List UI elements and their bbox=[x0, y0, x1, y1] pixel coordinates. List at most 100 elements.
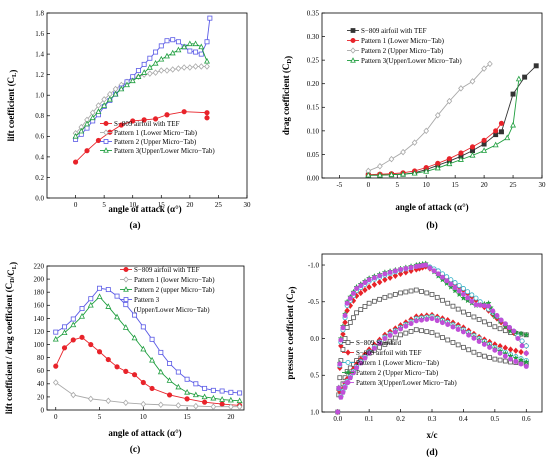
data-point bbox=[366, 283, 372, 291]
data-point bbox=[103, 147, 109, 153]
data-point bbox=[473, 302, 479, 308]
data-point bbox=[164, 67, 170, 74]
data-point bbox=[461, 309, 466, 315]
data-point bbox=[347, 295, 353, 301]
data-point bbox=[499, 129, 504, 135]
data-point bbox=[114, 364, 120, 370]
data-point bbox=[70, 316, 76, 322]
data-point bbox=[469, 144, 476, 150]
data-point bbox=[519, 338, 525, 344]
plot-frame bbox=[321, 12, 543, 179]
data-point bbox=[52, 335, 59, 342]
data-point bbox=[392, 335, 398, 341]
chart-4: 0.0 0.1 0.2 0.3 0.4 0.5 0.6 -1.0 -0.5 0.0 0.5 1.0 x/… bbox=[285, 253, 543, 458]
y-tick-label: 1.8 bbox=[35, 9, 44, 17]
data-point bbox=[97, 285, 103, 291]
data-point bbox=[445, 337, 451, 343]
series-4 bbox=[72, 40, 210, 139]
data-point bbox=[517, 330, 525, 337]
data-point bbox=[202, 399, 208, 405]
data-point bbox=[204, 57, 210, 64]
data-point bbox=[515, 336, 521, 342]
data-point bbox=[140, 345, 147, 352]
data-point bbox=[131, 334, 138, 341]
y-axis-label-part: /C bbox=[6, 269, 16, 279]
legend-label: Pattern 2 (Upper Micro−Tab) bbox=[356, 369, 439, 377]
data-point bbox=[498, 120, 505, 126]
data-point bbox=[70, 337, 76, 343]
data-point bbox=[403, 289, 409, 295]
chart-2: -5 0 5 10 15 20 25 30 0.00 0.05 0.10 0.15 0.20 0.25 0.… bbox=[281, 9, 546, 231]
data-point bbox=[158, 55, 165, 62]
data-point bbox=[372, 298, 377, 304]
data-point bbox=[413, 287, 419, 293]
data-point bbox=[429, 330, 435, 336]
data-point bbox=[175, 383, 182, 390]
data-point bbox=[164, 52, 170, 59]
data-point bbox=[382, 342, 388, 347]
data-point bbox=[175, 65, 182, 72]
data-point bbox=[350, 47, 356, 54]
data-point bbox=[431, 268, 437, 274]
data-point bbox=[140, 324, 146, 330]
data-point bbox=[351, 315, 356, 321]
y-axis-label-part: ) bbox=[287, 286, 297, 289]
data-point bbox=[123, 302, 129, 308]
data-point bbox=[122, 399, 129, 407]
legend: S−809 Standard S−809 airfoil with TEF Patt… bbox=[342, 339, 457, 387]
data-point bbox=[358, 360, 364, 366]
data-point bbox=[96, 349, 103, 355]
data-point bbox=[508, 356, 514, 362]
y-axis-label: lift coefficient / drag coefficient (CD/… bbox=[4, 262, 18, 414]
data-point bbox=[487, 344, 493, 350]
data-point bbox=[461, 344, 466, 350]
data-point bbox=[429, 316, 435, 322]
legend-label: S−809 airfoil with TEF bbox=[356, 349, 422, 357]
data-point bbox=[181, 43, 188, 50]
data-point bbox=[411, 139, 418, 146]
y-tick-label: 0.8 bbox=[35, 112, 44, 120]
data-point bbox=[62, 324, 67, 330]
data-point bbox=[167, 361, 173, 366]
data-point bbox=[129, 77, 136, 84]
data-point bbox=[487, 60, 493, 68]
data-point bbox=[192, 63, 199, 70]
y-tick-label: 140 bbox=[34, 315, 45, 323]
data-point bbox=[497, 326, 503, 332]
data-point bbox=[450, 324, 456, 330]
y-tick-label: -0.5 bbox=[308, 298, 320, 306]
data-point bbox=[408, 288, 414, 294]
data-point bbox=[502, 328, 508, 334]
y-axis-label-part: ) bbox=[8, 70, 18, 73]
data-point bbox=[371, 345, 377, 351]
data-point bbox=[187, 64, 193, 71]
y-tick-label: 0.6 bbox=[35, 133, 44, 141]
data-point bbox=[123, 267, 129, 272]
data-point bbox=[366, 350, 372, 356]
y-tick-label: 120 bbox=[34, 328, 45, 336]
data-point bbox=[382, 271, 388, 277]
data-point bbox=[492, 324, 498, 330]
data-point bbox=[424, 329, 430, 335]
data-point bbox=[400, 148, 406, 156]
y-tick-label: 0.4 bbox=[35, 153, 44, 161]
data-point bbox=[371, 275, 377, 281]
x-tick-label: 20 bbox=[481, 181, 489, 189]
legend-item: S−809 airfoil with TEF bbox=[347, 27, 427, 35]
data-point bbox=[439, 274, 445, 280]
y-tick-label: 180 bbox=[34, 289, 45, 297]
data-point bbox=[469, 151, 476, 158]
y-tick-label: 0 bbox=[41, 406, 45, 414]
data-point bbox=[358, 307, 364, 312]
data-point bbox=[403, 330, 409, 336]
legend-item: Pattern 2 (Upper Micro−Tab) bbox=[347, 47, 444, 55]
legend-item: Pattern 1 (lower Micro−Tab) bbox=[120, 276, 215, 284]
data-point bbox=[358, 283, 364, 289]
data-point bbox=[518, 348, 524, 356]
data-point bbox=[487, 355, 492, 360]
data-point bbox=[131, 372, 138, 378]
data-point bbox=[398, 326, 404, 332]
y-tick-label: 160 bbox=[34, 302, 45, 310]
